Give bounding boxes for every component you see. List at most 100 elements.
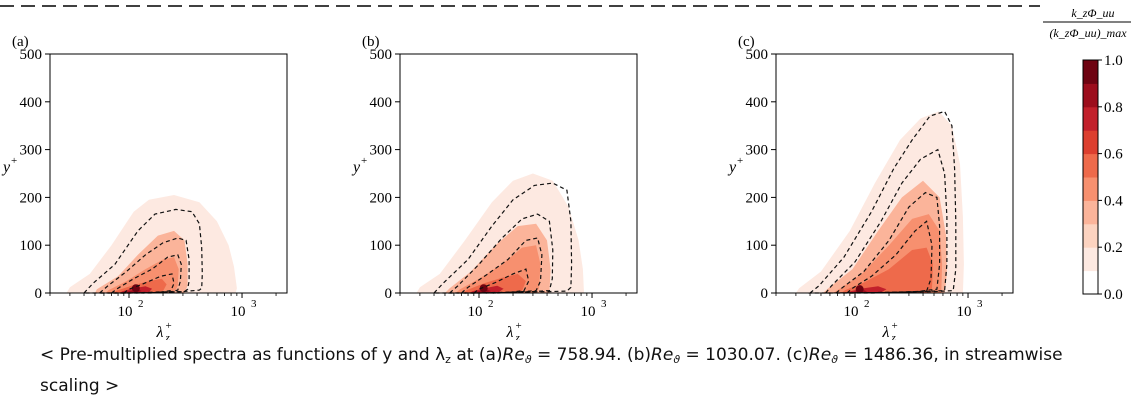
dashed-contour-2 bbox=[824, 148, 948, 294]
caption-re-sub-b: ϑ bbox=[673, 353, 681, 366]
x-tick-exponent: 3 bbox=[601, 298, 607, 310]
figure-caption: < Pre-multiplied spectra as functions of… bbox=[40, 342, 1100, 400]
colorbar-band bbox=[1083, 200, 1098, 225]
y-axis-label: y bbox=[351, 159, 361, 176]
y-tick-label: 0 bbox=[385, 286, 393, 302]
x-tick-label: 10 bbox=[118, 304, 133, 320]
x-axis-label-sup: + bbox=[166, 320, 172, 332]
y-tick-label: 0 bbox=[35, 286, 43, 302]
colorbar-band bbox=[1083, 223, 1098, 248]
x-axis-label: λ bbox=[156, 324, 164, 340]
spectrum-peak bbox=[855, 285, 864, 294]
x-tick-exponent: 3 bbox=[977, 298, 983, 310]
colorbar-tick-label: 0.0 bbox=[1104, 287, 1123, 303]
colorbar-tick-label: 0.6 bbox=[1104, 147, 1123, 163]
panel-label: (a) bbox=[12, 34, 29, 50]
y-tick-label: 100 bbox=[746, 238, 769, 254]
colorbar-band bbox=[1083, 83, 1098, 108]
x-tick-label: 10 bbox=[957, 304, 972, 320]
x-axis-label-sup: + bbox=[516, 320, 522, 332]
x-tick-label: 10 bbox=[231, 304, 246, 320]
colorbar-band bbox=[1083, 60, 1098, 84]
y-tick-label: 200 bbox=[370, 190, 393, 206]
colorbar-title-numerator: k_zΦ_uu bbox=[1071, 6, 1114, 20]
x-axis-label-sup: + bbox=[892, 320, 898, 332]
spectrum-peak bbox=[479, 284, 488, 293]
colorbar-band bbox=[1083, 177, 1098, 201]
dashed-contour-2 bbox=[98, 237, 190, 294]
colorbar-band bbox=[1083, 247, 1098, 272]
colorbar-band bbox=[1083, 130, 1098, 155]
y-axis-label-sup: + bbox=[11, 155, 17, 167]
y-tick-label: 400 bbox=[20, 95, 43, 111]
y-tick-label: 100 bbox=[20, 238, 43, 254]
axes-frame bbox=[775, 53, 1014, 294]
colorbar-band bbox=[1083, 106, 1098, 131]
contour-fill-level-5 bbox=[840, 247, 933, 293]
caption-re-sub-c: ϑ bbox=[831, 353, 838, 366]
y-tick-label: 500 bbox=[20, 47, 43, 63]
x-axis-label-sub: z bbox=[891, 332, 897, 340]
y-tick-label: 400 bbox=[370, 95, 393, 111]
caption-lambda-sub: z bbox=[445, 353, 451, 366]
y-tick-label: 300 bbox=[370, 143, 393, 159]
y-tick-label: 300 bbox=[20, 143, 43, 159]
y-axis-label: y bbox=[1, 159, 11, 176]
caption-at: at (a) bbox=[450, 345, 503, 365]
panel-label: (c) bbox=[738, 34, 755, 50]
y-tick-label: 100 bbox=[370, 238, 393, 254]
dashed-contour-3 bbox=[109, 254, 182, 294]
axes-frame bbox=[399, 53, 638, 294]
colorbar-title-denominator: (k_zΦ_uu)_max bbox=[1049, 26, 1127, 40]
caption-prefix: < Pre-multiplied spectra as functions of… bbox=[40, 345, 446, 365]
y-axis-label: y bbox=[727, 159, 737, 176]
y-tick-label: 500 bbox=[370, 47, 393, 63]
x-tick-label: 10 bbox=[468, 304, 483, 320]
y-tick-label: 0 bbox=[761, 286, 769, 302]
x-tick-exponent: 2 bbox=[864, 298, 870, 310]
caption-re-c: Re bbox=[808, 345, 832, 365]
x-tick-exponent: 3 bbox=[251, 298, 257, 310]
y-axis-label-sup: + bbox=[361, 155, 367, 167]
colorbar-band bbox=[1083, 153, 1098, 178]
colorbar: 1.0 0.8 0.6 0.4 0.2 0.0 k_zΦ_uu (k_zΦ_uu)_max bbox=[1043, 6, 1131, 303]
colorbar-band bbox=[1083, 270, 1098, 295]
colorbar-tick-label: 1.0 bbox=[1104, 53, 1123, 69]
colorbar-frame bbox=[1082, 59, 1099, 295]
panel-label: (b) bbox=[362, 34, 380, 50]
colorbar-tick-label: 0.2 bbox=[1104, 240, 1123, 256]
x-axis-label-sub: z bbox=[165, 332, 171, 340]
x-tick-label: 10 bbox=[581, 304, 596, 320]
x-tick-label: 10 bbox=[844, 304, 859, 320]
caption-value-c: = 1486.36, in streamwise scaling > bbox=[40, 345, 1063, 396]
dashed-contour-4 bbox=[471, 268, 530, 294]
contour-fill-level-5 bbox=[112, 278, 167, 293]
x-tick-exponent: 2 bbox=[138, 298, 144, 310]
x-tick-exponent: 2 bbox=[488, 298, 494, 310]
x-axis-label: λ bbox=[506, 324, 514, 340]
axes-frame bbox=[49, 53, 288, 294]
dashed-contour-3 bbox=[459, 237, 543, 294]
dashed-contour-2 bbox=[448, 213, 554, 294]
caption-value-a: = 758.94. (b) bbox=[531, 345, 652, 365]
dashed-contour-4 bbox=[121, 273, 175, 294]
y-tick-label: 200 bbox=[20, 190, 43, 206]
caption-value-b: = 1030.07. (c) bbox=[680, 345, 809, 365]
x-axis-label: λ bbox=[882, 324, 890, 340]
x-axis-label-sub: z bbox=[515, 332, 521, 340]
caption-re-b: Re bbox=[651, 345, 674, 365]
caption-re-sub-a: ϑ bbox=[524, 353, 532, 366]
y-axis-label-sup: + bbox=[737, 155, 743, 167]
y-tick-label: 300 bbox=[746, 143, 769, 159]
y-tick-label: 200 bbox=[746, 190, 769, 206]
caption-re-a: Re bbox=[502, 345, 525, 365]
colorbar-tick-label: 0.4 bbox=[1104, 193, 1123, 209]
colorbar-tick-label: 0.8 bbox=[1104, 100, 1123, 116]
y-tick-label: 400 bbox=[746, 95, 769, 111]
y-tick-label: 500 bbox=[746, 47, 769, 63]
